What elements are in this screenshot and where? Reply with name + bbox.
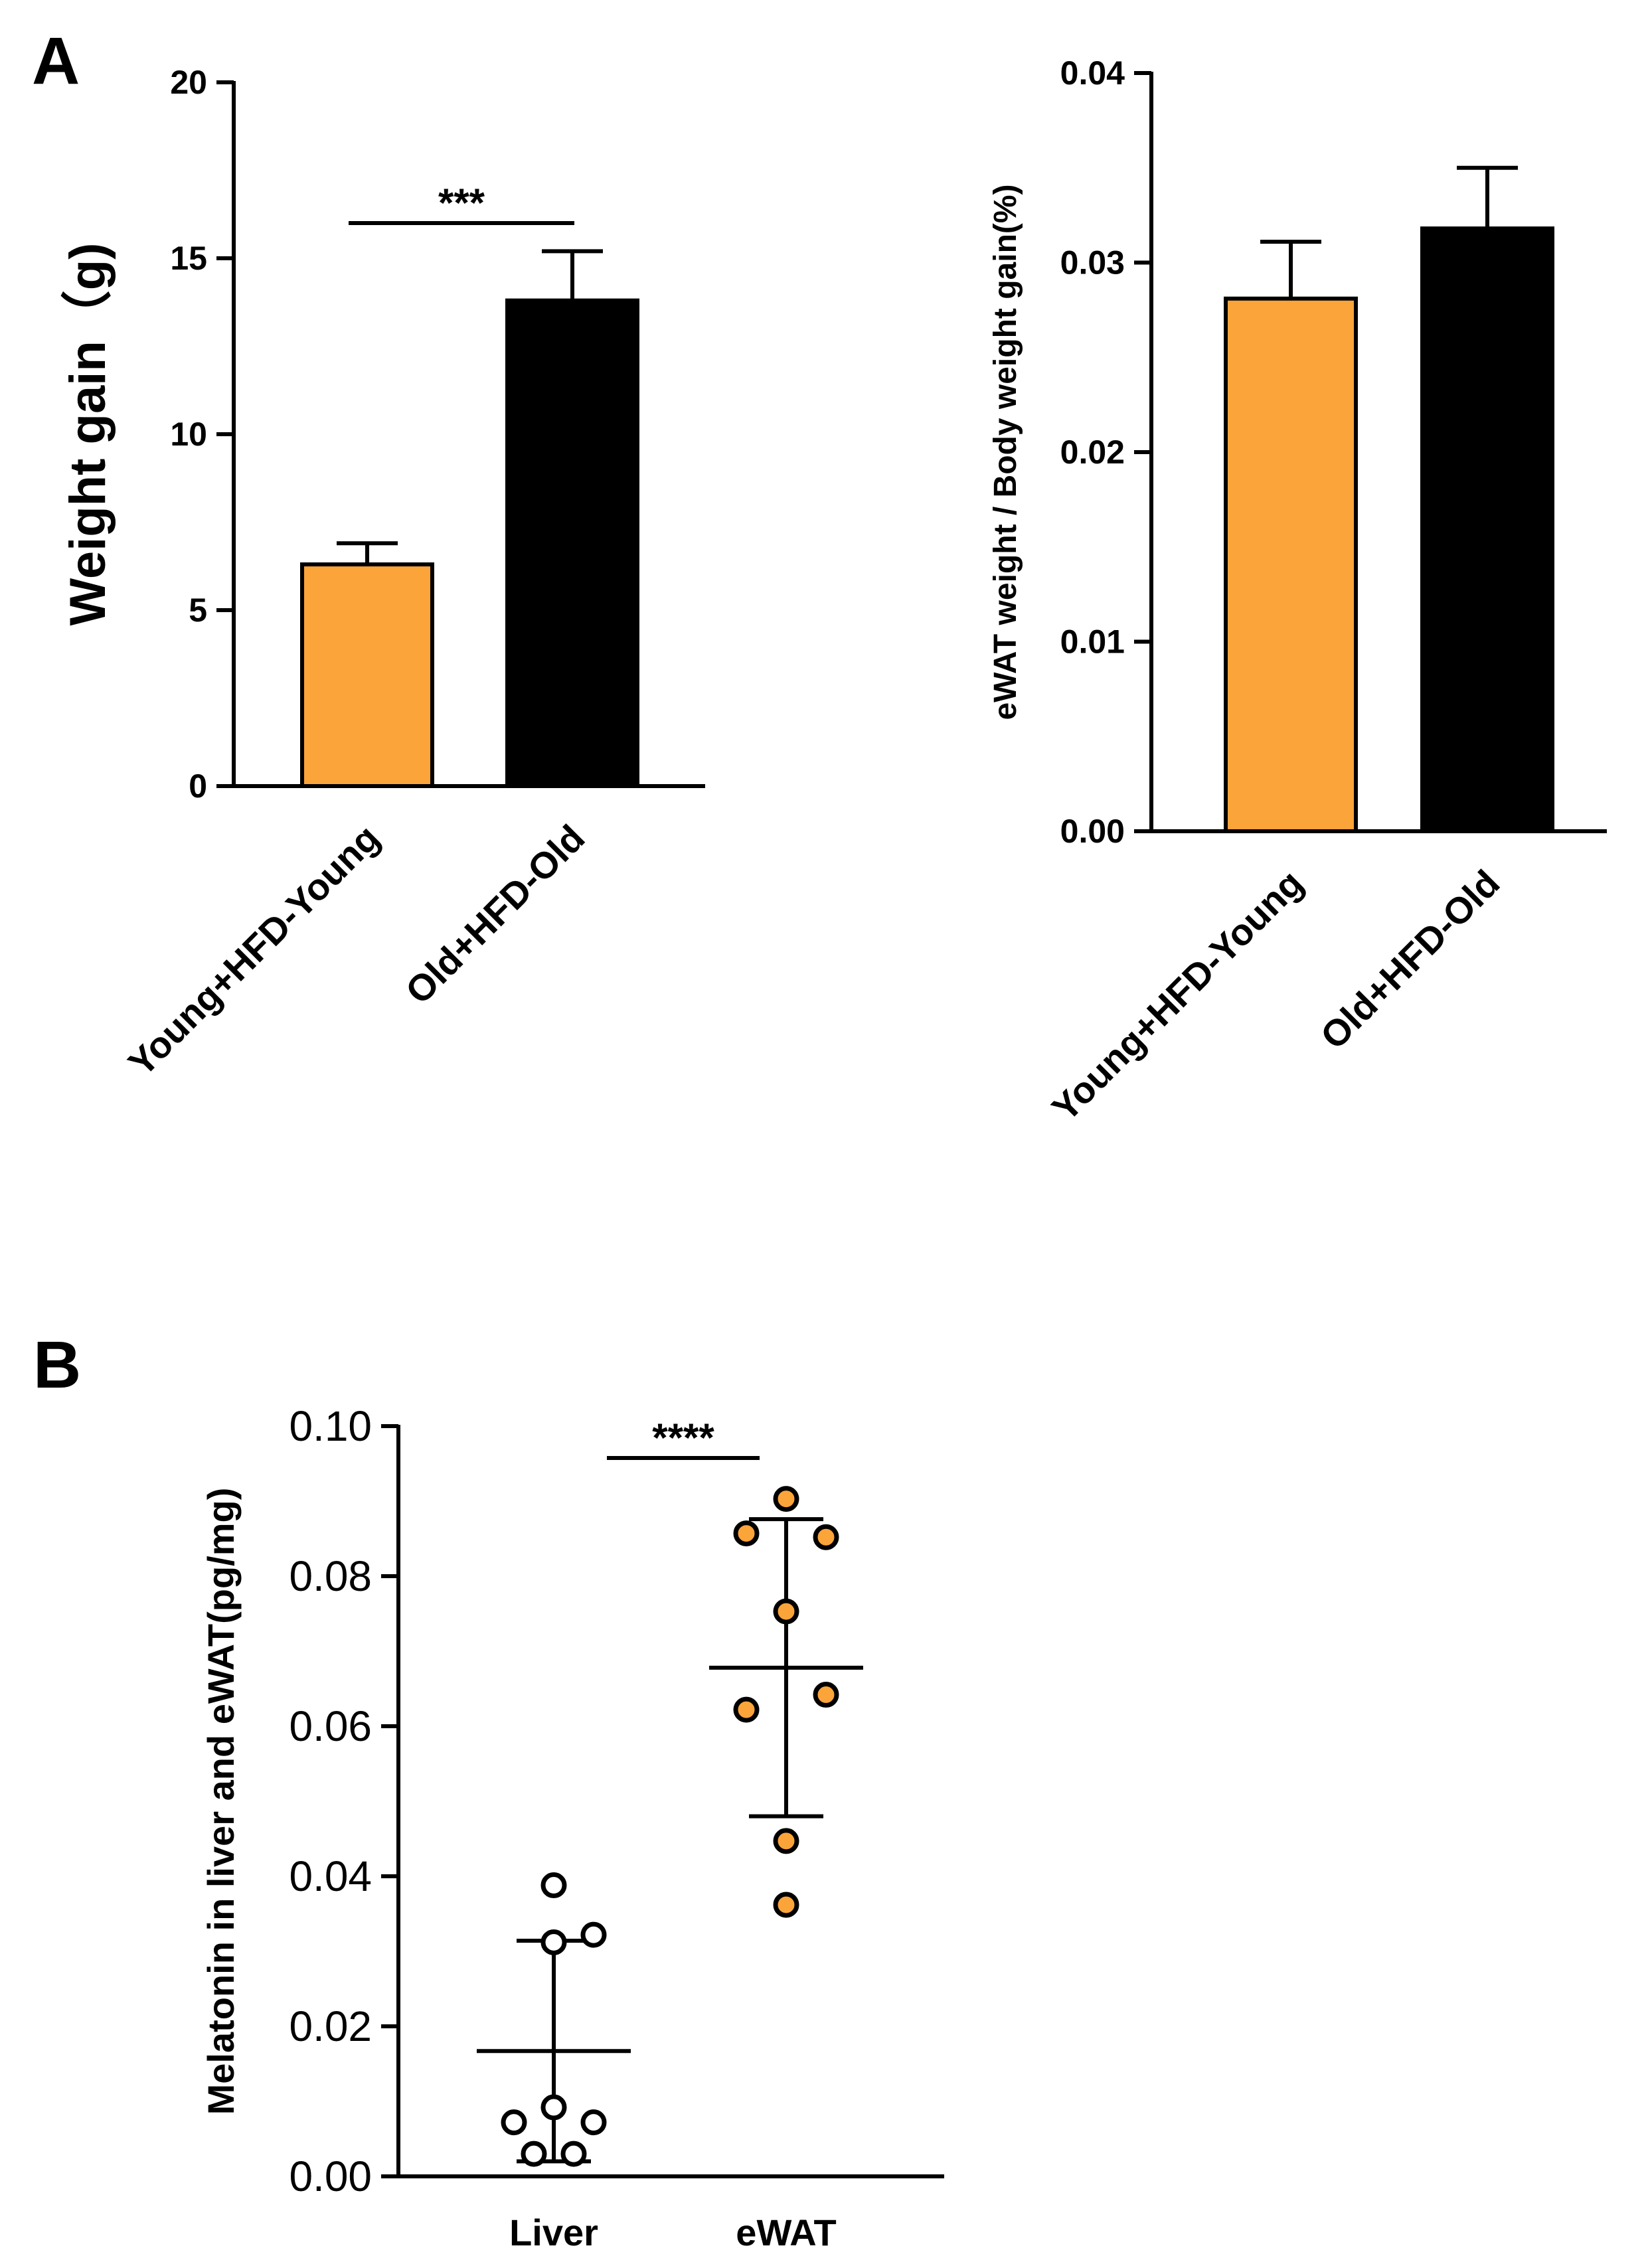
panel-label-a: A	[32, 24, 80, 98]
y-axis-title: Melatonin in liver and eWAT(pg/mg)	[200, 1488, 242, 2115]
data-point	[773, 1892, 799, 1918]
data-point	[813, 1524, 839, 1550]
x-category-label: Old+HFD-Old	[397, 817, 592, 1012]
x-category-label: eWAT	[736, 2212, 836, 2253]
y-tick-label: 0.06	[289, 1702, 372, 1750]
data-point	[540, 2094, 567, 2121]
y-tick-label: 10	[170, 416, 207, 453]
y-tick-label: 5	[189, 592, 207, 629]
x-category-label: Old+HFD-Old	[1312, 862, 1507, 1057]
data-point	[521, 2141, 547, 2167]
data-point	[813, 1682, 839, 1708]
y-tick-label: 0.03	[1060, 244, 1125, 282]
y-tick-label: 0.02	[1060, 434, 1125, 471]
data-point	[580, 2109, 607, 2136]
y-tick-label: 0	[189, 768, 207, 805]
x-category-label: Liver	[509, 2212, 598, 2253]
bar	[300, 562, 434, 788]
bar	[1420, 226, 1554, 833]
y-tick-label: 0.08	[289, 1552, 372, 1600]
panel-label-b: B	[33, 1328, 81, 1402]
x-category-label: Young+HFD-Young	[120, 817, 388, 1084]
data-point	[501, 2109, 527, 2136]
y-axis-title: Weight gain（g)	[60, 243, 116, 626]
data-point	[773, 1486, 799, 1512]
data-point	[773, 1598, 799, 1625]
significance-label: ****	[652, 1415, 714, 1460]
data-point	[560, 2141, 587, 2167]
y-tick-label: 0.04	[1060, 54, 1125, 92]
bar	[1224, 296, 1358, 833]
y-tick-label: 15	[170, 240, 207, 277]
y-tick-label: 0.00	[289, 2152, 372, 2200]
data-point	[540, 1872, 567, 1899]
y-axis-title: eWAT weight / Body weight gain(%)	[988, 184, 1023, 720]
chart-ewat-ratio: 0.00 0.01 0.02 0.03 0.04 eWAT weight / Body w…	[988, 54, 1607, 1129]
y-tick-label: 20	[170, 64, 207, 101]
data-point	[580, 1921, 607, 1948]
y-tick-label: 0.00	[1060, 813, 1125, 850]
data-point	[773, 1828, 799, 1854]
chart-weight-gain: 0 5 10 15 20 Weight gain（g) Young+HFD-Young Old…	[60, 64, 705, 1084]
data-point	[733, 1520, 760, 1547]
y-tick-label: 0.01	[1060, 623, 1125, 661]
significance-label: ***	[438, 181, 485, 225]
data-point	[733, 1696, 760, 1723]
y-tick-label: 0.10	[289, 1402, 372, 1450]
data-point	[540, 1929, 567, 1955]
bar	[505, 298, 639, 789]
x-category-label: Young+HFD-Young	[1044, 862, 1311, 1129]
y-tick-label: 0.04	[289, 1852, 372, 1900]
y-tick-label: 0.02	[289, 2002, 372, 2050]
chart-melatonin: 0.00 0.02 0.04 0.06 0.08 0.10 Melatonin in liv…	[200, 1402, 944, 2253]
